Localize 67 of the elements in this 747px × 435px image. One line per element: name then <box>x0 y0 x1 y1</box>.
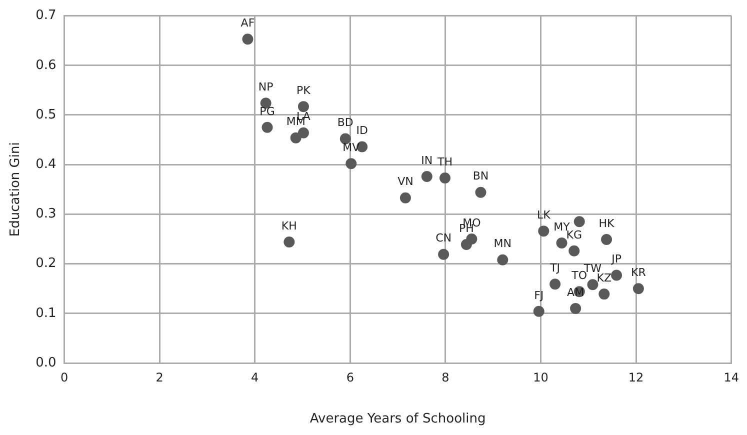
x-tick-label: 4 <box>251 370 259 384</box>
point <box>460 238 472 250</box>
point <box>340 133 351 144</box>
point <box>574 216 585 228</box>
data-label: FJ <box>534 288 544 302</box>
data-label: IN <box>421 154 433 167</box>
data-label: TO <box>570 268 588 282</box>
data-label: ID <box>356 124 368 138</box>
y-tick-label: 0.0 <box>36 355 56 370</box>
point <box>598 288 610 300</box>
x-tick-label: 6 <box>346 370 354 384</box>
point <box>587 279 598 290</box>
data-label: BD <box>337 116 354 130</box>
y-axis-title: Education Gini <box>8 142 24 237</box>
point <box>400 192 411 204</box>
data-label: PK <box>296 84 312 97</box>
data-label: TJ <box>549 261 560 274</box>
x-tick-label: 8 <box>442 370 450 384</box>
point <box>439 172 450 184</box>
data-label: KH <box>281 219 297 232</box>
x-tick-label: 0 <box>60 370 68 384</box>
y-tick-label: 0.5 <box>36 107 56 122</box>
y-tick-label: 0.2 <box>36 256 56 272</box>
x-tick-label: 12 <box>628 370 644 384</box>
y-tick-label: 0.4 <box>36 156 56 172</box>
data-label: MN <box>494 237 512 250</box>
y-tick-label: 0.6 <box>36 58 56 73</box>
data-label: KR <box>631 266 646 279</box>
data-label: JP <box>610 252 622 266</box>
y-tick-label: 0.1 <box>36 306 56 321</box>
data-label: KG <box>566 228 582 242</box>
data-label: CN <box>436 232 452 245</box>
point <box>242 34 254 45</box>
point <box>601 234 612 245</box>
point <box>570 302 582 314</box>
point <box>632 283 644 294</box>
data-label: BN <box>472 170 489 183</box>
point <box>346 158 357 170</box>
data-label: PG <box>260 104 275 118</box>
y-tick-label: 0.7 <box>36 8 56 24</box>
point <box>568 245 580 256</box>
point <box>262 122 273 133</box>
point <box>611 270 622 281</box>
point <box>556 237 568 248</box>
point <box>298 127 309 138</box>
point <box>497 254 508 266</box>
point <box>298 101 309 112</box>
x-tick-label: 2 <box>156 370 164 384</box>
x-tick-label: 14 <box>724 370 740 384</box>
data-label: TH <box>436 155 452 168</box>
x-tick-label: 10 <box>533 370 548 384</box>
data-label: HK <box>598 216 616 230</box>
data-label: LK <box>536 208 552 222</box>
point <box>475 186 486 198</box>
point <box>290 132 302 144</box>
x-axis-title: Average Years of Schooling <box>310 412 486 427</box>
point <box>550 278 561 290</box>
data-label: AF <box>240 16 255 30</box>
data-label: KZ <box>596 271 612 284</box>
point <box>538 226 550 237</box>
point <box>438 248 450 260</box>
point <box>421 171 432 182</box>
data-label: NP <box>258 80 274 94</box>
y-tick-label: 0.3 <box>36 206 56 222</box>
data-label: VN <box>398 175 414 188</box>
point <box>533 306 544 317</box>
point <box>284 236 295 248</box>
